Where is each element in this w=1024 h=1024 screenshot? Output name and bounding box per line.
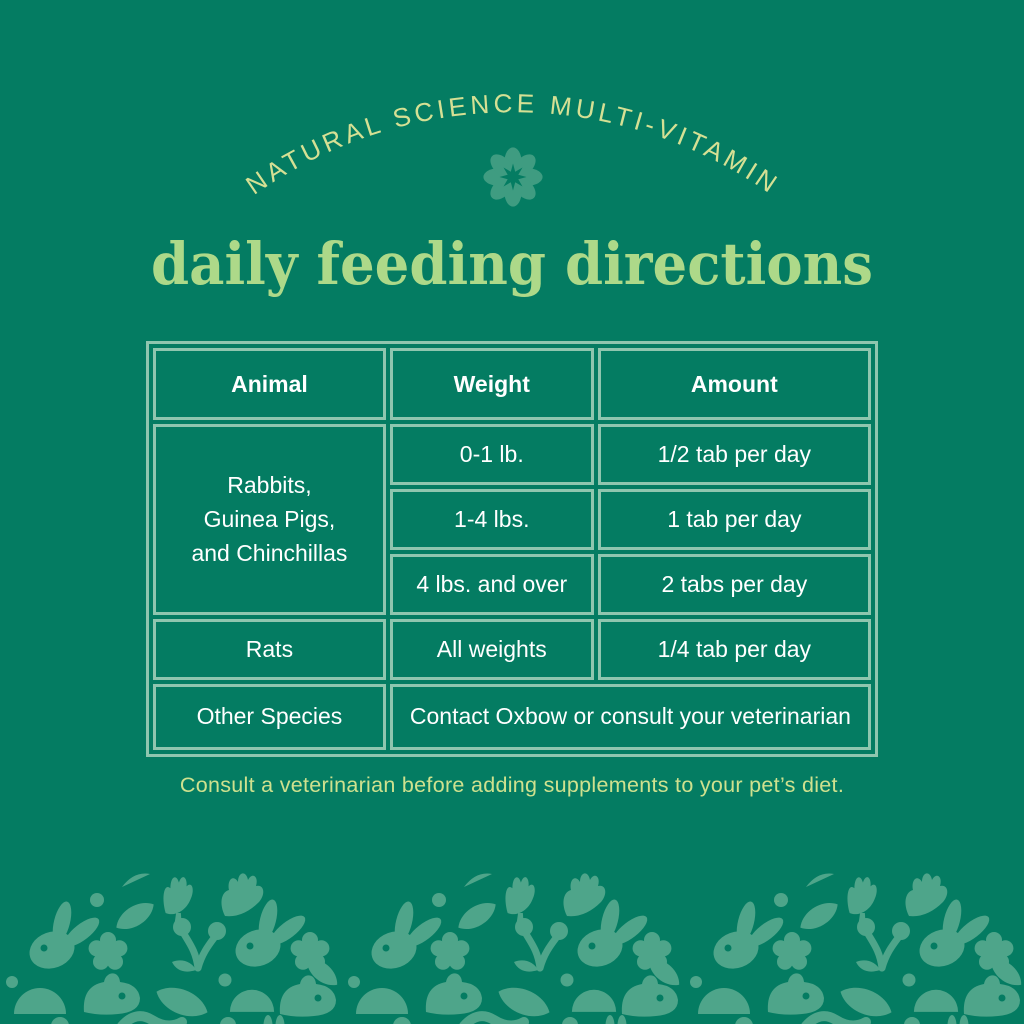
table-row: Other Species Contact Oxbow or consult y… [153,683,871,750]
other-species-message-cell: Contact Oxbow or consult your veterinari… [389,683,871,750]
star-cutout [499,163,527,191]
col-header-amount: Amount [597,348,871,420]
flower-icon [483,147,543,207]
animal-line: and Chinchillas [191,540,348,567]
page-title: daily feeding directions [151,230,873,298]
weight-cell: All weights [389,618,594,680]
table-row: 1-4 lbs. 1 tab per day [153,488,871,550]
pattern-fill [0,868,1024,1024]
amount-cell: 1 tab per day [597,488,871,550]
weight-cell: 1-4 lbs. [389,488,594,550]
amount-cell: 1/2 tab per day [597,424,871,485]
table-row: 4 lbs. and over 2 tabs per day [153,553,871,615]
footer-note: Consult a veterinarian before adding sup… [179,773,845,797]
animal-line: Guinea Pigs, [203,506,336,533]
table-row: Rabbits, Guinea Pigs, and Chinchillas 0-… [153,424,871,615]
col-header-animal: Animal [153,348,386,420]
amount-cell: 2 tabs per day [597,553,871,615]
feeding-table: Animal Weight Amount Rabbits, Guinea Pig… [146,341,878,757]
animal-line: Rabbits, [227,472,312,499]
table-row: Rats All weights 1/4 tab per day [153,618,871,680]
header-art: NATURAL SCIENCE MULTI-VITAMIN daily feed… [151,88,873,298]
table-header-row: Animal Weight Amount [153,348,871,420]
amount-cell: 1/4 tab per day [597,618,871,680]
animal-cell-other: Other Species [153,683,386,750]
animal-cell-rats: Rats [153,618,386,680]
col-header-weight: Weight [389,348,594,420]
animal-cell-rabbits: Rabbits, Guinea Pigs, and Chinchillas [153,424,386,615]
decorative-pattern [0,868,1024,1024]
weight-cell: 0-1 lb. [389,424,594,485]
weight-cell: 4 lbs. and over [389,553,594,615]
